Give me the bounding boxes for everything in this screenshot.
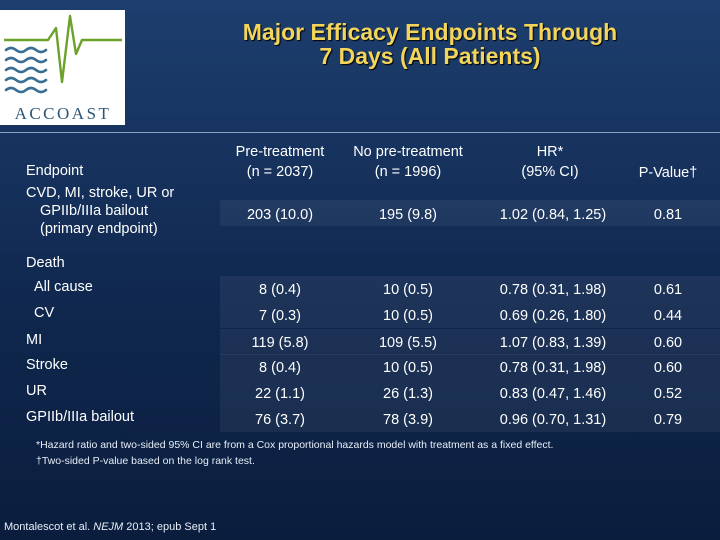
primary-label-line2: GPIIb/IIIa bailout [40, 203, 149, 219]
header-p-value: P-Value† [638, 165, 698, 181]
row-p-value: 0.61 [653, 282, 683, 298]
row-p-value: 0.60 [653, 360, 683, 376]
row-band [220, 380, 720, 406]
primary-p-value: 0.81 [653, 207, 683, 223]
row-hr-value: 0.69 (0.26, 1.80) [499, 308, 607, 324]
row-label: CV [34, 305, 55, 321]
row-pre-value: 119 (5.8) [251, 335, 309, 351]
citation-rest: 2013; epub Sept 1 [123, 521, 217, 533]
row-hr-value: 0.96 (0.70, 1.31) [499, 412, 607, 428]
row-nopre-value: 26 (1.3) [383, 386, 433, 402]
primary-nopre-value: 195 (9.8) [378, 207, 438, 223]
row-p-value: 0.60 [653, 335, 683, 351]
slide-title: Major Efficacy Endpoints Through 7 Days … [150, 20, 710, 68]
title-divider [0, 132, 720, 133]
row-pre-value: 7 (0.3) [259, 308, 301, 324]
row-hr-value: 0.78 (0.31, 1.98) [499, 360, 607, 376]
footnote-p-value: †Two-sided P-value based on the log rank… [36, 455, 255, 467]
row-label: GPIIb/IIIa bailout [26, 409, 135, 425]
row-label: UR [26, 383, 47, 399]
row-label: Stroke [26, 357, 68, 373]
row-band [220, 406, 720, 432]
header-pretreatment-line1: Pre-treatment [235, 144, 325, 160]
row-hr-value: 1.07 (0.83, 1.39) [499, 335, 607, 351]
logo-text: ACCOAST [14, 104, 112, 123]
row-pre-value: 8 (0.4) [259, 282, 301, 298]
primary-row-band [220, 200, 720, 226]
header-endpoint: Endpoint [26, 163, 84, 179]
primary-endpoint-label: CVD, MI, stroke, UR or GPIIb/IIIa bailou… [26, 184, 174, 238]
row-nopre-value: 78 (3.9) [383, 412, 433, 428]
row-nopre-value: 109 (5.5) [378, 335, 438, 351]
citation-authors: Montalescot et al. [4, 521, 94, 533]
header-no-pretreatment-line1: No pre-treatment [353, 144, 463, 160]
header-pretreatment: Pre-treatment (n = 2037) [215, 142, 345, 182]
row-p-value: 0.79 [653, 412, 683, 428]
citation: Montalescot et al. NEJM 2013; epub Sept … [4, 521, 216, 533]
primary-label-line1: CVD, MI, stroke, UR or [26, 185, 175, 201]
row-label: MI [26, 332, 43, 348]
row-band [220, 329, 720, 355]
row-nopre-value: 10 (0.5) [383, 308, 433, 324]
citation-journal: NEJM [93, 521, 124, 533]
death-group-label: Death [26, 255, 65, 271]
header-hr-line2: (95% CI) [521, 164, 579, 180]
header-no-pretreatment: No pre-treatment (n = 1996) [338, 142, 478, 182]
row-band [220, 354, 720, 380]
header-hr: HR* (95% CI) [485, 142, 615, 182]
header-no-pretreatment-line2: (n = 1996) [374, 164, 442, 180]
primary-label-line3: (primary endpoint) [40, 221, 158, 237]
row-p-value: 0.52 [653, 386, 683, 402]
header-hr-line1: HR* [536, 144, 564, 160]
row-pre-value: 76 (3.7) [255, 412, 305, 428]
row-hr-value: 0.78 (0.31, 1.98) [499, 282, 607, 298]
row-nopre-value: 10 (0.5) [383, 360, 433, 376]
row-nopre-value: 10 (0.5) [383, 282, 433, 298]
primary-pre-value: 203 (10.0) [246, 207, 314, 223]
accoast-logo: ACCOAST [0, 10, 125, 125]
row-band [220, 276, 720, 302]
title-line-1: Major Efficacy Endpoints Through [242, 19, 618, 45]
row-p-value: 0.44 [653, 308, 683, 324]
title-line-2: 7 Days (All Patients) [319, 43, 541, 69]
primary-hr-value: 1.02 (0.84, 1.25) [499, 207, 607, 223]
row-pre-value: 8 (0.4) [259, 360, 301, 376]
header-pretreatment-line2: (n = 2037) [246, 164, 314, 180]
row-pre-value: 22 (1.1) [255, 386, 305, 402]
footnote-hazard-ratio: *Hazard ratio and two-sided 95% CI are f… [36, 439, 554, 451]
ecg-logo-icon [4, 14, 122, 94]
row-hr-value: 0.83 (0.47, 1.46) [499, 386, 607, 402]
row-label: All cause [34, 279, 93, 295]
row-band [220, 302, 720, 328]
